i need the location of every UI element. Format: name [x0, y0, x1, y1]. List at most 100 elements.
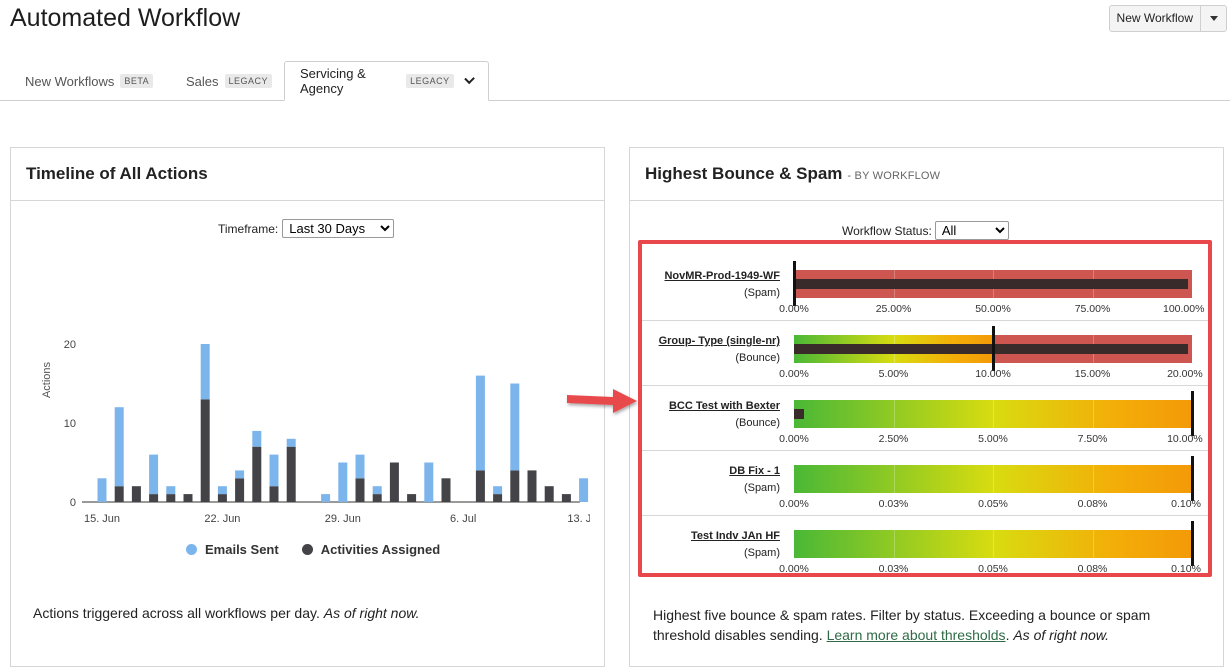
tab-servicing-agency[interactable]: Servicing & Agency LEGACY [284, 61, 489, 101]
bar-emails-sent[interactable] [321, 494, 331, 502]
tick-label: 0.05% [978, 498, 1008, 510]
bar-emails-sent[interactable] [166, 486, 176, 495]
caret-down-icon [1209, 16, 1218, 21]
grid-line [993, 465, 994, 493]
bullet-axis: 0.00% 5.00% 10.00% 15.00% 20.00% [779, 368, 1203, 380]
bar-emails-sent[interactable] [252, 430, 262, 447]
y-tick-label: 10 [64, 418, 76, 430]
tick-label: 50.00% [975, 303, 1011, 315]
bar-activities-assigned[interactable] [252, 446, 262, 502]
new-workflow-dropdown-toggle[interactable] [1200, 6, 1226, 31]
bullet-axis: 0.00% 2.50% 5.00% 7.50% 10.00% [779, 433, 1203, 445]
grid-line [893, 465, 895, 493]
bullet-axis: 0.00% 0.03% 0.05% 0.08% 0.10% [779, 498, 1201, 510]
bar-activities-assigned[interactable] [407, 494, 417, 502]
bar-activities-assigned[interactable] [286, 446, 296, 502]
x-tick-label: 6. Jul [450, 513, 476, 525]
bar-activities-assigned[interactable] [149, 494, 159, 502]
bar-emails-sent[interactable] [424, 462, 434, 503]
bar-activities-assigned[interactable] [200, 399, 210, 502]
bar-activities-assigned[interactable] [355, 478, 365, 502]
workflow-status-select[interactable]: All [934, 221, 1009, 240]
bar-activities-assigned[interactable] [166, 494, 176, 502]
tick-label: 10.00% [1167, 433, 1203, 445]
bounce-spam-header: Highest Bounce & Spam - BY WORKFLOW [630, 148, 1223, 201]
new-workflow-button[interactable]: New Workflow [1116, 11, 1193, 25]
grid-line [1092, 530, 1094, 558]
workflow-name-link[interactable]: BCC Test with Bexter [668, 400, 780, 412]
grid-line [1092, 465, 1094, 493]
tab-new-workflows[interactable]: New Workflows BETA [25, 61, 154, 101]
tick-label: 10.00% [975, 368, 1011, 380]
bar-activities-assigned[interactable] [441, 478, 451, 502]
bar-activities-assigned[interactable] [544, 486, 554, 502]
tick-label: 0.00% [779, 303, 809, 315]
tab-label: New Workflows [25, 73, 115, 89]
bar-activities-assigned[interactable] [561, 494, 571, 502]
bar-emails-sent[interactable] [338, 462, 348, 503]
beta-badge: BETA [120, 74, 154, 88]
bar-emails-sent[interactable] [286, 438, 296, 447]
bar-emails-sent[interactable] [217, 486, 227, 495]
bar-emails-sent[interactable] [269, 454, 279, 487]
timeframe-select[interactable]: Last 30 Days [282, 219, 395, 238]
workflow-name-link[interactable]: DB Fix - 1 [729, 465, 780, 477]
bar-activities-assigned[interactable] [372, 494, 382, 502]
tick-label: 0.10% [1171, 563, 1201, 575]
legend-activities-assigned[interactable]: Activities Assigned [320, 542, 441, 557]
bar-activities-assigned[interactable] [527, 470, 537, 502]
grid-line [993, 530, 994, 558]
legend-emails-sent[interactable]: Emails Sent [205, 542, 279, 557]
tick-label: 0.00% [779, 433, 809, 445]
x-tick-label: 22. Jun [204, 513, 240, 525]
x-tick-label: 13. Jul [567, 513, 590, 525]
bar-activities-assigned[interactable] [131, 486, 141, 502]
chevron-down-icon[interactable] [463, 73, 475, 85]
tab-label: Sales [186, 73, 219, 89]
tick-label: 0.00% [779, 498, 809, 510]
bar-activities-assigned[interactable] [114, 486, 124, 502]
bar-emails-sent[interactable] [510, 383, 520, 471]
legacy-badge: LEGACY [224, 74, 273, 88]
bar-emails-sent[interactable] [579, 478, 589, 502]
bar-emails-sent[interactable] [200, 344, 210, 400]
grid-line [893, 400, 895, 428]
bounce-spam-title: Highest Bounce & Spam [645, 164, 843, 183]
value-bar [794, 279, 1189, 289]
tick-label: 0.03% [878, 563, 909, 575]
bar-emails-sent[interactable] [475, 375, 485, 471]
bar-emails-sent[interactable] [235, 470, 245, 479]
workflow-status-control: Workflow Status: All [842, 221, 1009, 240]
page-title: Automated Workflow [10, 4, 241, 32]
bar-emails-sent[interactable] [493, 486, 503, 495]
workflow-name-link[interactable]: Test Indv JAn HF [690, 530, 780, 542]
bar-emails-sent[interactable] [149, 454, 159, 495]
new-workflow-split-button[interactable]: New Workflow [1108, 5, 1227, 32]
bar-activities-assigned[interactable] [217, 494, 227, 502]
highlight-box [638, 240, 1212, 577]
bar-activities-assigned[interactable] [389, 462, 399, 503]
bullet-row: BCC Test with Bexter (Bounce) 0.00% 2.50% 5.… [642, 386, 1208, 451]
bar-emails-sent[interactable] [355, 454, 365, 479]
bar-activities-assigned[interactable] [493, 494, 503, 502]
footer-period: . [1005, 627, 1010, 643]
y-axis-label: Actions [41, 361, 53, 398]
workflow-metric-type: (Spam) [743, 482, 780, 494]
timeframe-label: Timeframe: [218, 221, 279, 236]
workflow-name-link[interactable]: NovMR-Prod-1949-WF [664, 270, 780, 282]
learn-more-thresholds-link[interactable]: Learn more about thresholds [826, 627, 1006, 643]
value-bar [794, 409, 804, 419]
bar-activities-assigned[interactable] [510, 470, 520, 502]
bar-activities-assigned[interactable] [269, 486, 279, 502]
bar-activities-assigned[interactable] [235, 478, 245, 502]
legacy-badge: LEGACY [406, 74, 454, 88]
bar-emails-sent[interactable] [114, 407, 124, 487]
bar-activities-assigned[interactable] [475, 470, 485, 502]
tab-sales[interactable]: Sales LEGACY [186, 61, 273, 101]
workflow-name-link[interactable]: Group- Type (single-nr) [658, 335, 780, 347]
timeline-title: Timeline of All Actions [26, 164, 208, 183]
bar-activities-assigned[interactable] [183, 494, 193, 502]
bar-emails-sent[interactable] [372, 486, 382, 495]
bar-emails-sent[interactable] [97, 478, 107, 502]
bullet-row: Test Indv JAn HF (Spam) 0.00% 0.03% 0.05% 0.0… [642, 516, 1208, 581]
